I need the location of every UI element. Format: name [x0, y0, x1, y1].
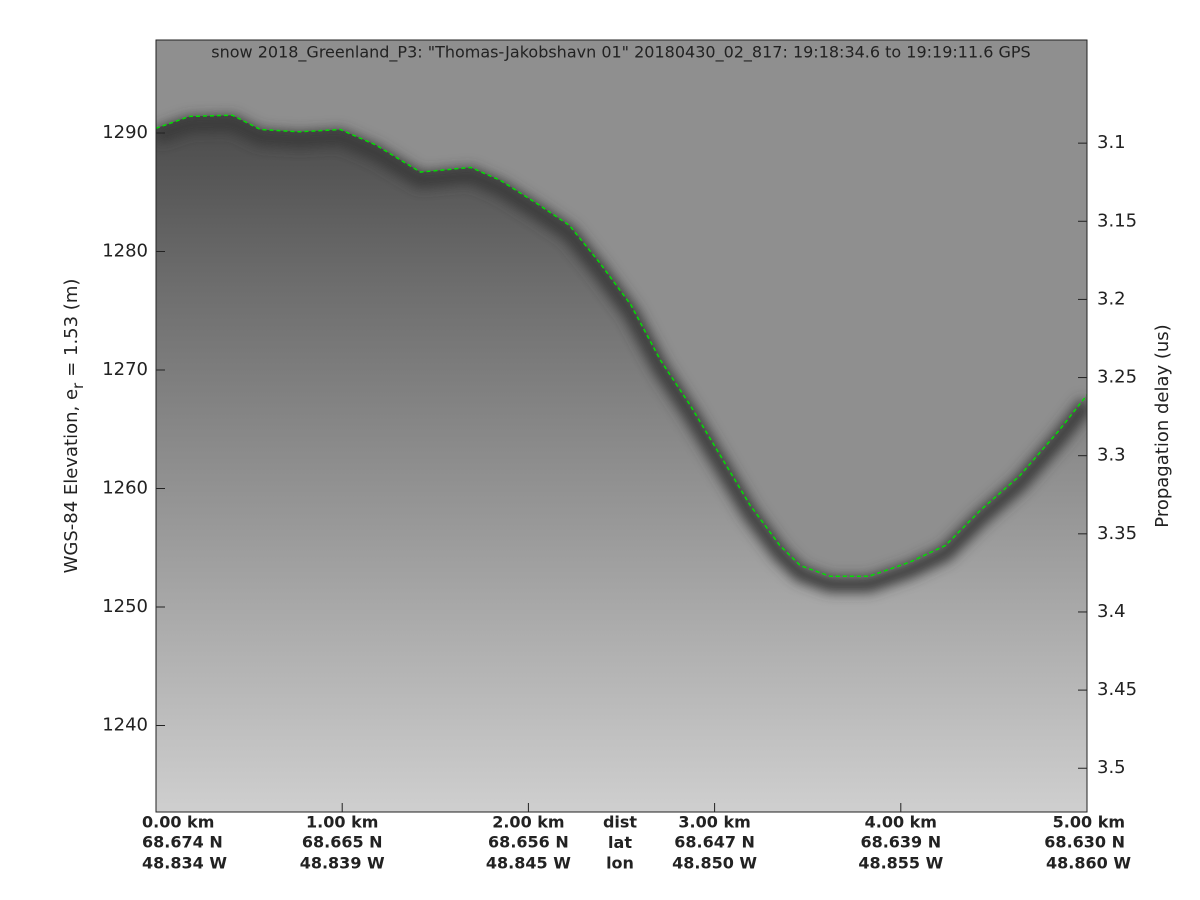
y2-tick-label: 3.3: [1097, 445, 1126, 466]
y-tick-label: 1270: [102, 359, 148, 380]
y-tick-label: 1240: [102, 714, 148, 735]
lon-label: 48.860 W: [1046, 854, 1131, 873]
x-tick-label: 4.00 km: [865, 813, 937, 832]
row-label: lon: [606, 854, 634, 873]
y2-tick-label: 3.25: [1097, 367, 1137, 388]
y2-tick-label: 3.1: [1097, 132, 1126, 153]
lat-label: 68.647 N: [674, 833, 755, 852]
y2-tick-label: 3.5: [1097, 757, 1126, 778]
row-label: lat: [608, 833, 632, 852]
lat-label: 68.665 N: [302, 833, 383, 852]
y-label-part: WGS-84 Elevation, e: [61, 389, 82, 573]
y-label-part: = 1.53 (m): [61, 279, 82, 377]
lon-label: 48.834 W: [142, 854, 227, 873]
chart-title: snow 2018_Greenland_P3: "Thomas-Jakobsha…: [211, 43, 1030, 63]
x-tick-label: 3.00 km: [678, 813, 750, 832]
lon-label: 48.839 W: [300, 854, 385, 873]
y2-tick-label: 3.4: [1097, 601, 1126, 622]
lat-label: 68.630 N: [1044, 833, 1125, 852]
lat-label: 68.639 N: [860, 833, 941, 852]
y2-tick-label: 3.35: [1097, 523, 1137, 544]
y-tick-label: 1280: [102, 241, 148, 262]
lon-label: 48.850 W: [672, 854, 757, 873]
y2-tick-label: 3.45: [1097, 679, 1137, 700]
y-tick-label: 1260: [102, 478, 148, 499]
x-tick-label: 2.00 km: [492, 813, 564, 832]
row-label: dist: [603, 813, 637, 832]
subsurface-fill: [156, 115, 1087, 812]
y-tick-label: 1250: [102, 596, 148, 617]
lon-label: 48.845 W: [486, 854, 571, 873]
lat-label: 68.656 N: [488, 833, 569, 852]
surface-line: [156, 114, 1087, 577]
surface-shadow: [156, 115, 1087, 593]
x-tick-label: 5.00 km: [1053, 813, 1125, 832]
y-tick-label: 1290: [102, 122, 148, 143]
plot-frame: [155, 39, 1088, 813]
lon-label: 48.855 W: [858, 854, 943, 873]
y2-tick-label: 3.2: [1097, 288, 1126, 309]
y2-axis-label: Propagation delay (us): [1152, 324, 1173, 527]
lat-label: 68.674 N: [142, 833, 223, 852]
x-tick-label: 1.00 km: [306, 813, 378, 832]
y2-tick-label: 3.15: [1097, 210, 1137, 231]
y-axis-label: WGS-84 Elevation, er = 1.53 (m): [61, 279, 87, 574]
y-label-subscript: r: [69, 382, 87, 389]
x-tick-label: 0.00 km: [142, 813, 214, 832]
